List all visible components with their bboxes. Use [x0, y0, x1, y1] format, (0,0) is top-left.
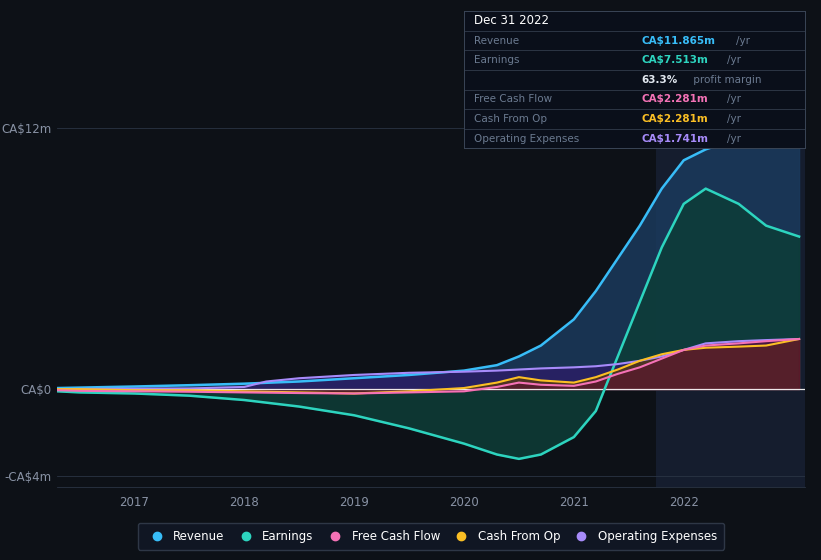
Text: /yr: /yr	[727, 114, 741, 124]
Text: /yr: /yr	[727, 55, 741, 65]
Bar	[656, 84, 805, 487]
Text: CA$11.865m: CA$11.865m	[641, 36, 715, 45]
Text: Dec 31 2022: Dec 31 2022	[474, 15, 549, 27]
Text: CA$1.741m: CA$1.741m	[641, 134, 708, 143]
Text: CA$7.513m: CA$7.513m	[641, 55, 708, 65]
Text: Operating Expenses: Operating Expenses	[474, 134, 580, 143]
Text: CA$2.281m: CA$2.281m	[641, 114, 708, 124]
Text: /yr: /yr	[727, 134, 741, 143]
Text: Cash From Op: Cash From Op	[474, 114, 547, 124]
Text: /yr: /yr	[727, 95, 741, 104]
Text: 63.3%: 63.3%	[641, 75, 677, 85]
Text: Earnings: Earnings	[474, 55, 520, 65]
Text: profit margin: profit margin	[690, 75, 762, 85]
Text: CA$2.281m: CA$2.281m	[641, 95, 708, 104]
Text: Revenue: Revenue	[474, 36, 519, 45]
Text: /yr: /yr	[736, 36, 750, 45]
Text: Free Cash Flow: Free Cash Flow	[474, 95, 553, 104]
Legend: Revenue, Earnings, Free Cash Flow, Cash From Op, Operating Expenses: Revenue, Earnings, Free Cash Flow, Cash …	[138, 522, 724, 550]
